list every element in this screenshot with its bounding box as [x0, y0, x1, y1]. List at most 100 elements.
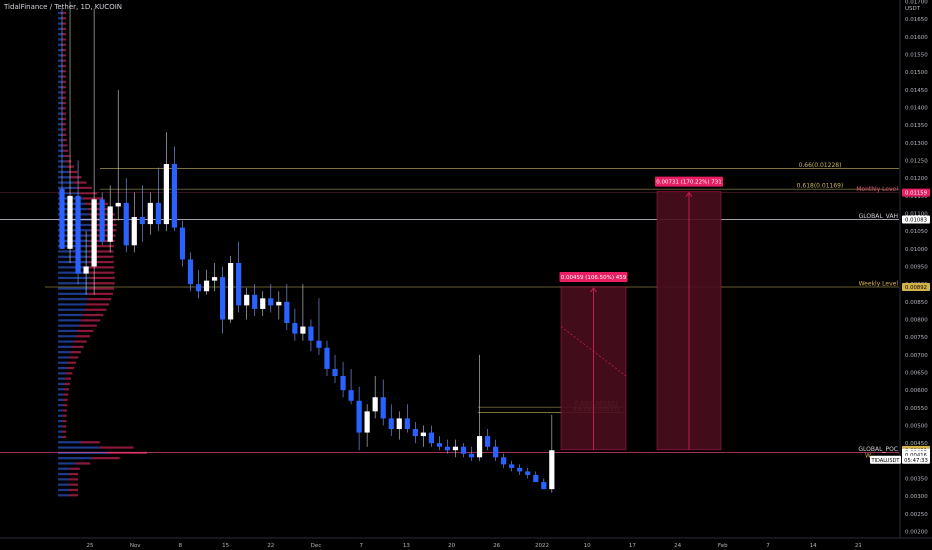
x-tick-label: 20	[448, 543, 455, 549]
projection-label: 0.00459 (106.50%) 459	[561, 275, 627, 281]
profile-bar	[66, 165, 74, 168]
candle-body	[452, 446, 459, 451]
profile-bar	[58, 165, 67, 168]
candle-body	[195, 284, 202, 292]
candle-body	[99, 199, 105, 242]
profile-bar	[58, 430, 63, 433]
profile-bar	[58, 133, 63, 136]
profile-bar	[62, 59, 67, 62]
profile-bar	[58, 160, 66, 163]
candle-body	[115, 202, 121, 207]
x-tick-label: 24	[674, 543, 681, 549]
profile-bar	[58, 409, 63, 412]
profile-bar	[58, 75, 63, 78]
candle-body	[316, 340, 322, 348]
profile-bar	[62, 64, 67, 68]
profile-bar	[58, 393, 64, 396]
profile-bar	[58, 282, 90, 285]
profile-bar	[58, 382, 65, 386]
price-tag-bg	[902, 215, 930, 224]
y-tick-label: 0.01050	[905, 229, 928, 235]
candle-body	[356, 400, 362, 433]
profile-bar	[88, 292, 113, 295]
profile-bar	[58, 303, 87, 306]
profile-bar	[58, 255, 89, 258]
profile-bar	[63, 393, 69, 396]
profile-bar	[64, 382, 70, 386]
y-tick-label: 0.01150	[905, 194, 928, 200]
projection-arrowhead	[590, 287, 597, 293]
profile-bar	[75, 462, 91, 465]
x-tick-label: 2022	[535, 543, 549, 549]
profile-bar	[58, 340, 74, 343]
candle-body	[300, 326, 306, 334]
profile-bar	[58, 223, 91, 227]
profile-bar	[62, 107, 67, 110]
candle-body	[203, 280, 210, 292]
price-tag-bg	[902, 188, 930, 197]
profile-bar	[58, 48, 63, 52]
symbol-tag-bg	[870, 455, 901, 464]
profile-bar	[62, 430, 67, 433]
profile-bar	[58, 366, 67, 370]
y-tick-label: 0.01350	[905, 123, 928, 129]
profile-bar	[58, 86, 63, 89]
profile-bar	[65, 160, 72, 163]
profile-bar	[73, 340, 87, 343]
profile-bar	[58, 356, 70, 359]
candle-body	[420, 432, 426, 437]
profile-bar	[82, 197, 104, 200]
price-tag-bg	[902, 282, 930, 291]
profile-bar	[62, 117, 67, 121]
profile-bar	[73, 181, 87, 184]
chart-title: TidalFinance / Tether, 1D, KUCOIN	[4, 3, 122, 11]
y-tick-label: 0.00650	[905, 371, 928, 377]
projection-dashed-line	[560, 326, 627, 377]
x-tick-label: 13	[403, 543, 410, 549]
profile-bar	[63, 149, 69, 152]
profile-bar	[69, 494, 78, 497]
profile-bar	[63, 144, 68, 147]
candle-body	[412, 429, 418, 437]
profile-bar	[58, 43, 63, 46]
profile-bar	[58, 329, 78, 333]
profile-bar	[58, 112, 63, 115]
profile-bar	[58, 276, 90, 280]
candle-body	[372, 397, 378, 412]
profile-bar	[58, 361, 68, 364]
y-tick-label: 0.00700	[905, 353, 928, 359]
profile-bar	[99, 446, 134, 449]
profile-bar	[58, 96, 63, 99]
profile-bar	[58, 324, 80, 327]
x-tick-label: 21	[855, 543, 862, 549]
candle-body	[525, 471, 531, 475]
projection-arrowhead	[685, 191, 693, 197]
profile-bar	[58, 419, 63, 423]
level-label: GLOBAL_VAH	[859, 213, 898, 220]
profile-bar	[62, 33, 67, 36]
profile-bar	[67, 361, 77, 364]
profile-bar	[62, 11, 66, 15]
profile-bar	[62, 419, 67, 423]
profile-bar	[58, 139, 63, 142]
candle-body	[67, 195, 73, 249]
price-tag-label: 0.00892	[905, 285, 927, 291]
candle-body	[436, 443, 443, 447]
level-label: 0.66(0.01228)	[799, 162, 842, 169]
profile-bar	[64, 388, 69, 391]
profile-bar	[68, 170, 78, 174]
candle-body	[404, 418, 410, 430]
profile-bar	[69, 478, 79, 481]
profile-bar	[58, 404, 64, 407]
profile-bar	[80, 441, 100, 444]
x-tick-label: 8	[179, 543, 183, 549]
profile-bar	[75, 335, 90, 338]
profile-bar	[82, 313, 104, 317]
profile-bar	[85, 202, 109, 205]
candle-body	[509, 464, 515, 468]
x-tick-label: Nov	[130, 543, 141, 549]
candle-body	[284, 301, 290, 324]
candle-body	[324, 347, 330, 369]
profile-bar	[62, 80, 67, 83]
